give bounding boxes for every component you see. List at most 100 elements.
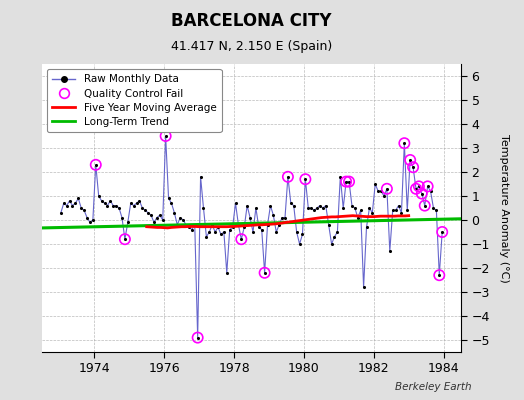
Point (348, 202, 356, 209)
Point (281, 214, 289, 221)
Point (147, 212, 155, 218)
Point (246, 214, 254, 221)
Point (432, 207, 441, 214)
Point (208, 222, 216, 228)
Point (316, 202, 324, 209)
Point (223, 270, 231, 276)
Point (383, 186, 391, 192)
Point (397, 210, 406, 216)
Point (126, 200, 135, 206)
Point (237, 236, 246, 242)
Point (124, 219, 132, 226)
Point (292, 229, 301, 235)
Point (257, 226, 266, 233)
Point (106, 198, 115, 204)
Point (362, 224, 370, 230)
Point (179, 217, 187, 223)
Point (406, 157, 414, 163)
Point (275, 222, 283, 228)
Point (427, 188, 435, 194)
Point (161, 133, 170, 139)
Point (330, 234, 339, 240)
Point (231, 200, 239, 206)
Legend: Raw Monthly Data, Quality Control Fail, Five Year Moving Average, Long-Term Tren: Raw Monthly Data, Quality Control Fail, … (47, 69, 222, 132)
Point (202, 234, 211, 240)
Point (339, 205, 347, 211)
Point (217, 231, 225, 238)
Point (138, 205, 147, 211)
Point (118, 214, 126, 221)
Point (342, 178, 351, 185)
Point (225, 226, 234, 233)
Point (193, 334, 202, 341)
Point (249, 229, 257, 235)
Point (374, 188, 383, 194)
Point (182, 222, 190, 228)
Point (159, 217, 167, 223)
Point (421, 202, 429, 209)
Point (152, 214, 161, 221)
Point (412, 186, 420, 192)
Point (135, 198, 144, 204)
Point (100, 200, 108, 206)
Point (71, 200, 80, 206)
Point (193, 334, 202, 341)
Point (74, 195, 82, 202)
Point (228, 224, 237, 230)
Point (391, 207, 400, 214)
Point (121, 236, 129, 242)
Point (283, 174, 292, 180)
Point (438, 229, 446, 235)
Point (269, 212, 278, 218)
Point (266, 202, 275, 209)
Y-axis label: Temperature Anomaly (°C): Temperature Anomaly (°C) (499, 134, 509, 282)
Point (354, 214, 362, 221)
Point (336, 174, 344, 180)
Point (351, 205, 359, 211)
Point (409, 164, 417, 170)
Point (403, 207, 411, 214)
Point (406, 157, 414, 163)
Point (301, 176, 310, 182)
Point (68, 202, 77, 209)
Point (129, 202, 138, 209)
Point (161, 133, 170, 139)
Point (156, 212, 164, 218)
Point (170, 210, 179, 216)
Point (252, 205, 260, 211)
Point (80, 207, 89, 214)
Point (255, 224, 263, 230)
Point (103, 202, 112, 209)
Point (240, 224, 248, 230)
Point (380, 193, 388, 199)
Point (429, 205, 438, 211)
Point (298, 231, 307, 238)
Point (386, 248, 394, 254)
Point (260, 270, 269, 276)
Point (395, 202, 403, 209)
Point (322, 202, 330, 209)
Point (272, 229, 280, 235)
Point (304, 205, 312, 211)
Point (86, 219, 94, 226)
Point (365, 205, 374, 211)
Point (310, 207, 318, 214)
Point (237, 236, 246, 242)
Point (301, 176, 310, 182)
Point (414, 183, 423, 190)
Point (345, 178, 353, 185)
Point (89, 217, 97, 223)
Point (185, 224, 193, 230)
Point (176, 214, 184, 221)
Point (319, 205, 327, 211)
Point (438, 229, 446, 235)
Point (112, 202, 121, 209)
Point (133, 200, 141, 206)
Text: Berkeley Earth: Berkeley Earth (395, 382, 472, 392)
Point (342, 178, 351, 185)
Point (66, 198, 74, 204)
Point (400, 140, 409, 146)
Point (307, 205, 315, 211)
Text: BARCELONA CITY: BARCELONA CITY (171, 12, 332, 30)
Point (283, 174, 292, 180)
